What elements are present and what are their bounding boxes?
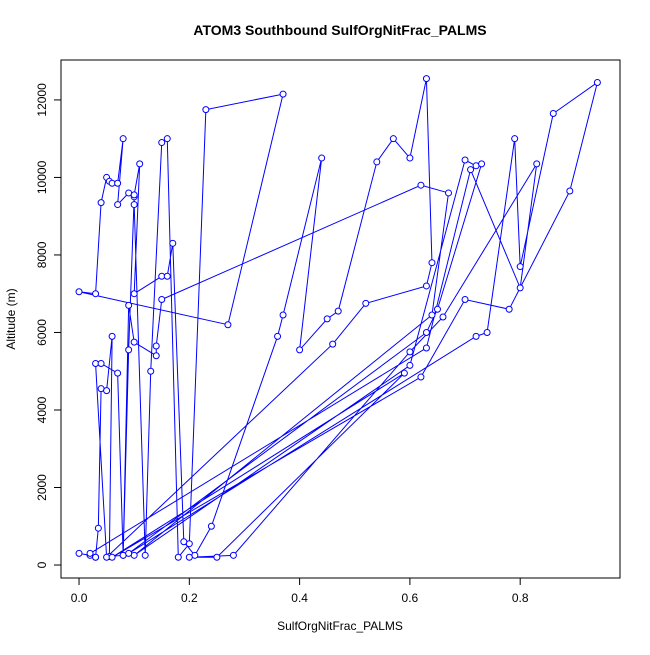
data-point (549, 109, 557, 117)
data-point (152, 342, 160, 350)
data-point (516, 263, 524, 271)
data-point (163, 135, 171, 143)
data-point (417, 373, 425, 381)
data-point (141, 551, 149, 559)
data-point (119, 135, 127, 143)
data-point (75, 549, 83, 557)
chart-title: ATOM3 Southbound SulfOrgNitFrac_PALMS (193, 22, 486, 38)
data-point (114, 201, 122, 209)
data-point (180, 538, 188, 546)
data-point (334, 307, 342, 315)
data-point (516, 284, 524, 292)
data-point (445, 189, 453, 197)
data-point (329, 340, 337, 348)
x-tick-label: 0.0 (71, 591, 88, 605)
y-tick-label: 2000 (35, 474, 49, 501)
data-point (461, 156, 469, 164)
x-tick-label: 0.4 (291, 591, 308, 605)
x-tick-label: 0.2 (181, 591, 198, 605)
data-point (467, 166, 475, 174)
data-point (428, 311, 436, 319)
data-point (163, 272, 171, 280)
data-point (566, 187, 574, 195)
data-point (422, 328, 430, 336)
data-point (422, 344, 430, 352)
data-point (103, 387, 111, 395)
data-point (185, 553, 193, 561)
data-point (478, 160, 486, 168)
data-point (296, 346, 304, 354)
y-tick-label: 4000 (35, 396, 49, 423)
data-point (229, 551, 237, 559)
y-tick-label: 0 (35, 561, 49, 568)
data-point (400, 369, 408, 377)
data-point (158, 139, 166, 147)
data-point (428, 259, 436, 267)
y-tick-label: 10000 (35, 160, 49, 194)
data-point (125, 301, 133, 309)
data-point (97, 359, 105, 367)
data-point (94, 524, 102, 532)
data-point (202, 106, 210, 114)
data-point (373, 158, 381, 166)
data-point (593, 78, 601, 86)
data-point (461, 296, 469, 304)
data-point (130, 338, 138, 346)
data-point (75, 288, 83, 296)
data-point (174, 553, 182, 561)
data-point (92, 290, 100, 298)
data-line (78, 78, 599, 559)
data-point (472, 332, 480, 340)
data-point (130, 191, 138, 199)
y-tick-label: 6000 (35, 319, 49, 346)
plot-frame (60, 59, 621, 579)
data-point (136, 160, 144, 168)
data-point (86, 549, 94, 557)
x-tick-label: 0.6 (402, 591, 419, 605)
data-point (422, 282, 430, 290)
data-point (406, 154, 414, 162)
data-point (224, 321, 232, 329)
data-point (125, 549, 133, 557)
data-point (389, 135, 397, 143)
data-point (533, 160, 541, 168)
data-point (406, 348, 414, 356)
data-point (130, 201, 138, 209)
data-point (422, 75, 430, 83)
data-point (511, 135, 519, 143)
x-axis-label: SulfOrgNitFrac_PALMS (277, 619, 403, 633)
data-point (362, 299, 370, 307)
x-tick-label: 0.8 (512, 591, 529, 605)
data-point (318, 154, 326, 162)
data-point (279, 311, 287, 319)
data-point (130, 290, 138, 298)
data-point (108, 553, 116, 561)
data-point (417, 181, 425, 189)
data-point (158, 296, 166, 304)
data-point (483, 328, 491, 336)
data-point (114, 179, 122, 187)
data-point (213, 553, 221, 561)
data-point (505, 305, 513, 313)
data-point (274, 332, 282, 340)
data-point (152, 352, 160, 360)
data-point (92, 553, 100, 561)
data-point (433, 305, 441, 313)
data-point (279, 90, 287, 98)
data-point (147, 367, 155, 375)
data-point (169, 239, 177, 247)
data-point (97, 199, 105, 207)
y-tick-label: 12000 (35, 83, 49, 117)
data-point (108, 332, 116, 340)
y-axis-label: Altitude (m) (4, 288, 18, 349)
data-point (207, 522, 215, 530)
data-point (406, 361, 414, 369)
y-tick-label: 8000 (35, 241, 49, 268)
data-point (439, 313, 447, 321)
data-point (114, 369, 122, 377)
data-point (125, 346, 133, 354)
data-point (323, 315, 331, 323)
